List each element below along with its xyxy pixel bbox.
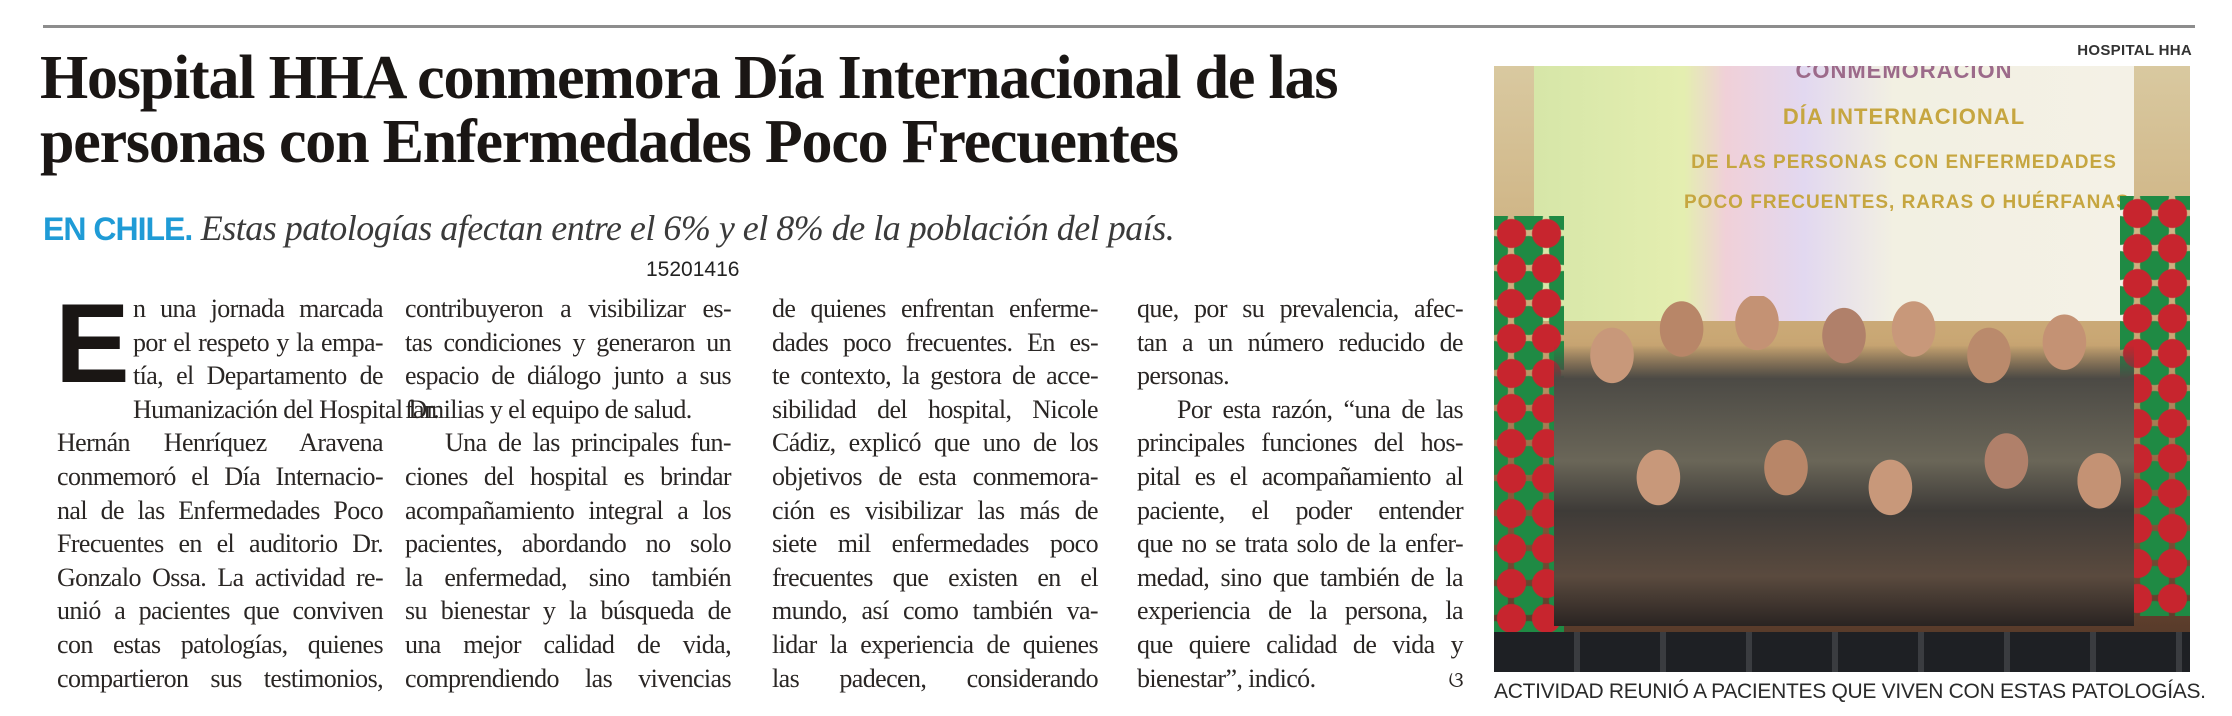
body-text-line: tan a un número reducido de <box>1137 327 1464 357</box>
body-text-line: medad, sino que también de la <box>1137 562 1464 592</box>
body-text-line: familias y el equipo de salud. <box>405 394 692 424</box>
subtitle: EN CHILE. Estas patologías afectan entre… <box>43 206 1175 251</box>
body-text-line: pital es el acompañamiento al <box>1137 461 1464 491</box>
body-text-line: paciente, el poder entender <box>1137 495 1464 525</box>
body-text-line: Frecuentes en el auditorio Dr. <box>57 529 384 559</box>
deck: Estas patologías afectan entre el 6% y e… <box>192 208 1175 248</box>
balloon-column-left <box>1494 216 1564 636</box>
body-column-4: que, por su prevalencia, afec-tan a un n… <box>1137 292 1464 695</box>
body-text-line: Por esta razón, “una de las <box>1177 394 1464 424</box>
headline: Hospital HHA conmemora Día Internacional… <box>40 44 1338 176</box>
body-text-line: nal de las Enfermedades Poco <box>57 495 384 525</box>
body-text-line: la enfermedad, sino también <box>405 562 732 592</box>
body-text-line: n una jornada marcada <box>133 294 384 323</box>
article-photo: CONMEMORACIÓN DÍA INTERNACIONAL DE LAS P… <box>1494 66 2190 672</box>
body-text-line: frecuentes que existen en el <box>772 562 1099 592</box>
body-text-line: personas. <box>1137 361 1230 391</box>
body-text-line: que quiere calidad de vida y <box>1137 629 1464 659</box>
top-rule <box>43 25 2195 28</box>
body-text-line: con estas patologías, quienes <box>57 629 384 659</box>
banner-text: CONMEMORACIÓN <box>1795 66 2013 83</box>
body-text-line: Humanización del Hospital Dr. <box>133 394 440 424</box>
body-text-line: compartieron sus testimonios, <box>57 663 384 693</box>
body-text-line: pacientes, abordando no solo <box>405 529 732 559</box>
body-text-line: dades poco frecuentes. En es- <box>772 327 1099 357</box>
body-text-line: que no se trata solo de la enfer- <box>1137 529 1464 559</box>
body-text-line: lidar la experiencia de quienes <box>772 629 1099 659</box>
body-text-line: experiencia de la persona, la <box>1137 596 1464 626</box>
drop-cap: E <box>55 281 130 406</box>
kicker: EN CHILE. <box>43 211 193 247</box>
body-text-line: principales funciones del hos- <box>1137 428 1464 458</box>
body-text-line: objetivos de esta conmemora- <box>772 461 1099 491</box>
body-text-line: espacio de diálogo junto a sus <box>405 361 732 391</box>
end-of-article-icon: ଓ <box>1448 667 1463 693</box>
body-text-line: conmemoró el Día Internacio- <box>57 461 384 491</box>
body-text-line: de quienes enfrentan enferme- <box>772 294 1099 323</box>
page-number: 15201416 <box>646 258 740 281</box>
body-text-line: Hernán Henríquez Aravena <box>57 428 384 458</box>
photo-credit: HOSPITAL HHA <box>2077 42 2192 59</box>
banner-text: DÍA INTERNACIONAL <box>1782 104 2026 129</box>
body-text-line: su bienestar y la búsqueda de <box>405 596 732 626</box>
body-text-line: por el respeto y la empa- <box>133 327 384 357</box>
body-text-line: comprendiendo las vivencias <box>405 663 732 693</box>
body-text-line: unió a pacientes que conviven <box>57 596 384 626</box>
body-column-3: de quienes enfrentan enferme-dades poco … <box>772 292 1099 695</box>
banner-text: DE LAS PERSONAS CON ENFERMEDADES <box>1691 152 2117 173</box>
auditorium-seats <box>1494 632 2190 672</box>
group-of-people <box>1554 296 2134 626</box>
body-text-line: las padecen, considerando <box>772 663 1099 693</box>
body-text-line: ción es visibilizar las más de <box>772 495 1099 525</box>
body-column-2: contribuyeron a visibilizar es-tas condi… <box>405 292 732 695</box>
body-text-line: tas condiciones y generaron un <box>405 327 732 357</box>
body-text-line: Una de las principales fun- <box>445 428 732 458</box>
body-text-line: tía, el Departamento de <box>133 361 384 391</box>
body-column-1: E n una jornada marcada por el respeto y … <box>55 281 440 695</box>
body-text-line: te contexto, la gestora de acce- <box>772 361 1099 391</box>
body-text-line: Gonzalo Ossa. La actividad re- <box>57 562 384 592</box>
banner-text: POCO FRECUENTES, RARAS O HUÉRFANAS <box>1684 192 2130 213</box>
body-text-line: sibilidad del hospital, Nicole <box>772 394 1099 424</box>
body-text-line: ciones del hospital es brindar <box>405 461 732 491</box>
body-text-line: acompañamiento integral a los <box>405 495 732 525</box>
body-text-line: que, por su prevalencia, afec- <box>1137 294 1464 323</box>
body-text-line: siete mil enfermedades poco <box>772 529 1099 559</box>
body-text-line: una mejor calidad de vida, <box>405 629 732 659</box>
body-text-line: Cádiz, explicó que uno de los <box>772 428 1099 458</box>
body-text-line: contribuyeron a visibilizar es- <box>405 294 732 323</box>
body-text-line: bienestar”, indicó. <box>1137 663 1316 693</box>
photo-caption: ACTIVIDAD REUNIÓ A PACIENTES QUE VIVEN C… <box>1494 680 2206 703</box>
projection-screen: CONMEMORACIÓN DÍA INTERNACIONAL DE LAS P… <box>1534 66 2134 321</box>
body-text-line: mundo, así como también va- <box>772 596 1099 626</box>
